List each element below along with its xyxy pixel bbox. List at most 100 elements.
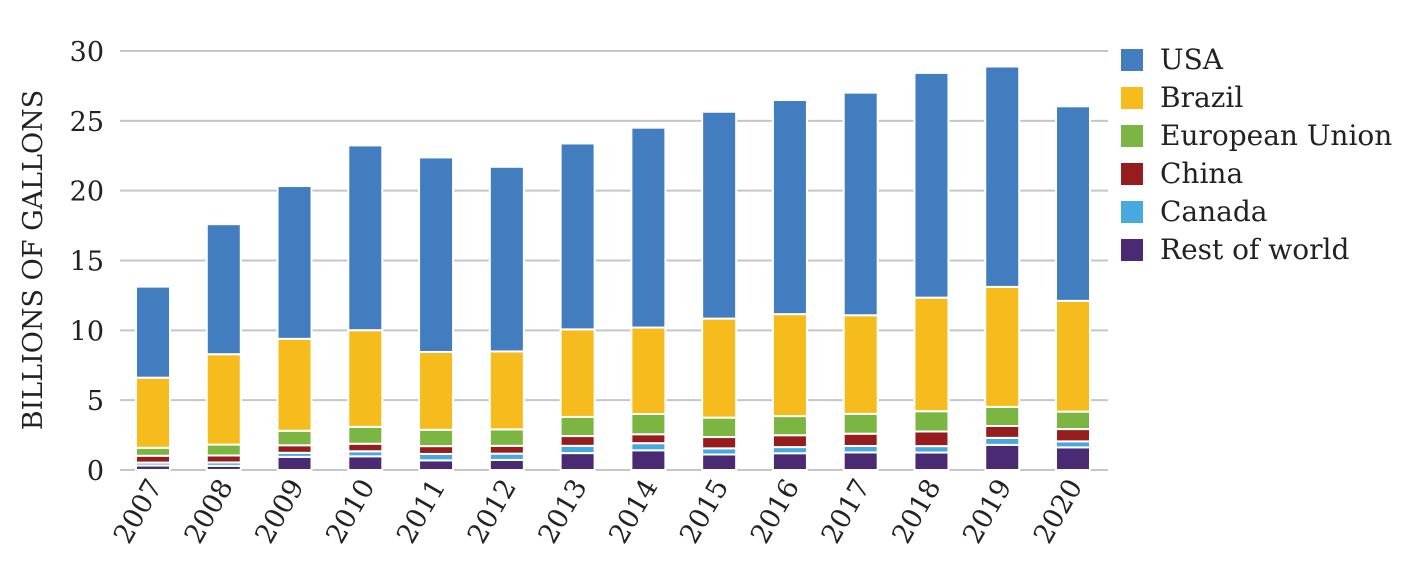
bar-segment-european-union-2014: [630, 412, 667, 436]
bar-segment-china-2016: [771, 434, 808, 449]
legend-swatch: [1121, 201, 1143, 223]
x-tick-label: 2010: [320, 474, 381, 549]
bar-segment-china-2019: [984, 425, 1021, 439]
bars: [135, 65, 1091, 472]
legend: USA Brazil European Union China Canada Rest o…: [1121, 43, 1392, 266]
bar-segment-rest-of-world-2014: [630, 449, 667, 472]
bar-segment-china-2014: [630, 433, 667, 445]
bar-segment-china-2018: [913, 430, 950, 448]
bar-segment-brazil-2011: [418, 350, 455, 431]
bar-segment-brazil-2014: [630, 326, 667, 415]
y-tick-label: 15: [70, 247, 104, 278]
bar-segment-brazil-2015: [701, 317, 738, 419]
bar-segment-china-2007: [135, 454, 171, 464]
bar-segment-brazil-2020: [1055, 299, 1091, 413]
y-tick-label: 25: [70, 107, 104, 138]
bar-segment-rest-of-world-2013: [559, 452, 596, 472]
x-tick-label: 2016: [745, 474, 806, 549]
bar-segment-brazil-2019: [984, 285, 1021, 408]
bar-segment-china-2020: [1055, 428, 1091, 443]
x-tick-label: 2012: [462, 474, 523, 549]
bar-segment-brazil-2009: [276, 337, 313, 432]
bar-segment-rest-of-world-2011: [418, 459, 455, 472]
bar-segment-brazil-2007: [135, 376, 171, 449]
x-tick-label: 2011: [391, 474, 452, 549]
legend-swatch: [1121, 87, 1143, 109]
bar-segment-european-union-2016: [771, 415, 808, 437]
bar-segment-usa-2018: [913, 71, 950, 299]
bar-segment-usa-2013: [559, 142, 596, 331]
x-tick-label: 2019: [957, 474, 1018, 549]
bar-segment-usa-2015: [701, 110, 738, 320]
bar-segment-european-union-2013: [559, 415, 596, 438]
bar-segment-china-2017: [842, 432, 879, 447]
legend-item: China: [1121, 157, 1243, 190]
bar-segment-european-union-2017: [842, 412, 879, 435]
bar-segment-rest-of-world-2019: [984, 443, 1021, 471]
bar-segment-canada-2014: [630, 442, 667, 452]
legend-label: China: [1160, 157, 1243, 190]
bar-segment-brazil-2008: [205, 353, 242, 446]
legend-label: European Union: [1160, 119, 1392, 152]
bar-segment-usa-2007: [135, 285, 171, 379]
bar-segment-china-2012: [488, 444, 525, 455]
gridlines: [120, 50, 1108, 471]
bar-segment-rest-of-world-2020: [1055, 446, 1091, 471]
bar-segment-china-2011: [418, 445, 455, 455]
x-tick-label: 2009: [249, 474, 310, 549]
legend-item: Rest of world: [1121, 233, 1349, 266]
legend-item: Brazil: [1121, 81, 1243, 114]
y-tick-label: 20: [70, 177, 104, 208]
bar-segment-european-union-2007: [135, 446, 171, 457]
bar-segment-european-union-2008: [205, 443, 242, 457]
x-tick-label: 2018: [886, 474, 947, 549]
bar-segment-rest-of-world-2017: [842, 451, 879, 472]
bar-segment-brazil-2012: [488, 350, 525, 431]
bar-segment-china-2015: [701, 436, 738, 450]
x-tick-labels: 2007 2008 2009 2010 2011 2012 2013 2014 2015 2016…: [108, 474, 1089, 549]
bar-segment-european-union-2011: [418, 428, 455, 448]
bar-segment-european-union-2012: [488, 428, 525, 447]
x-tick-label: 2014: [603, 474, 664, 549]
bar-segment-usa-2010: [347, 144, 384, 332]
y-tick-labels: 0 5 10 15 20 25 30: [70, 37, 104, 487]
bar-segment-usa-2017: [842, 91, 879, 317]
legend-label: Brazil: [1160, 81, 1243, 114]
bar-segment-usa-2008: [205, 223, 242, 356]
bar-segment-european-union-2019: [984, 405, 1021, 428]
x-tick-label: 2007: [108, 474, 169, 549]
bar-segment-usa-2009: [276, 185, 313, 340]
legend-item: Canada: [1121, 195, 1267, 228]
legend-label: USA: [1160, 43, 1224, 76]
y-tick-label: 30: [70, 37, 104, 68]
bar-segment-usa-2011: [418, 156, 455, 353]
x-tick-label: 2013: [532, 474, 593, 549]
bar-segment-brazil-2016: [771, 313, 808, 418]
bar-segment-usa-2012: [488, 165, 525, 353]
bar-segment-rest-of-world-2009: [276, 455, 313, 472]
bar-segment-china-2009: [276, 444, 313, 454]
bar-segment-european-union-2010: [347, 425, 384, 445]
bar-segment-rest-of-world-2010: [347, 455, 384, 471]
x-tick-label: 2008: [179, 474, 240, 549]
bar-segment-european-union-2015: [701, 416, 738, 439]
bar-segment-usa-2016: [771, 99, 808, 316]
bar-segment-rest-of-world-2016: [771, 452, 808, 471]
bar-segment-brazil-2010: [347, 329, 384, 428]
bar-segment-china-2010: [347, 442, 384, 453]
bar-segment-european-union-2018: [913, 410, 950, 433]
legend-swatch: [1121, 49, 1143, 71]
bar-segment-usa-2019: [984, 65, 1021, 288]
bar-segment-european-union-2020: [1055, 410, 1091, 431]
y-tick-label: 5: [87, 386, 104, 417]
bar-segment-brazil-2013: [559, 328, 596, 418]
legend-item: USA: [1121, 43, 1224, 76]
legend-swatch: [1121, 239, 1143, 261]
legend-item: European Union: [1121, 119, 1392, 152]
bar-segment-european-union-2009: [276, 429, 313, 447]
legend-swatch: [1121, 125, 1143, 147]
bar-segment-rest-of-world-2015: [701, 453, 738, 472]
bar-segment-brazil-2018: [913, 296, 950, 413]
x-tick-label: 2015: [674, 474, 735, 549]
